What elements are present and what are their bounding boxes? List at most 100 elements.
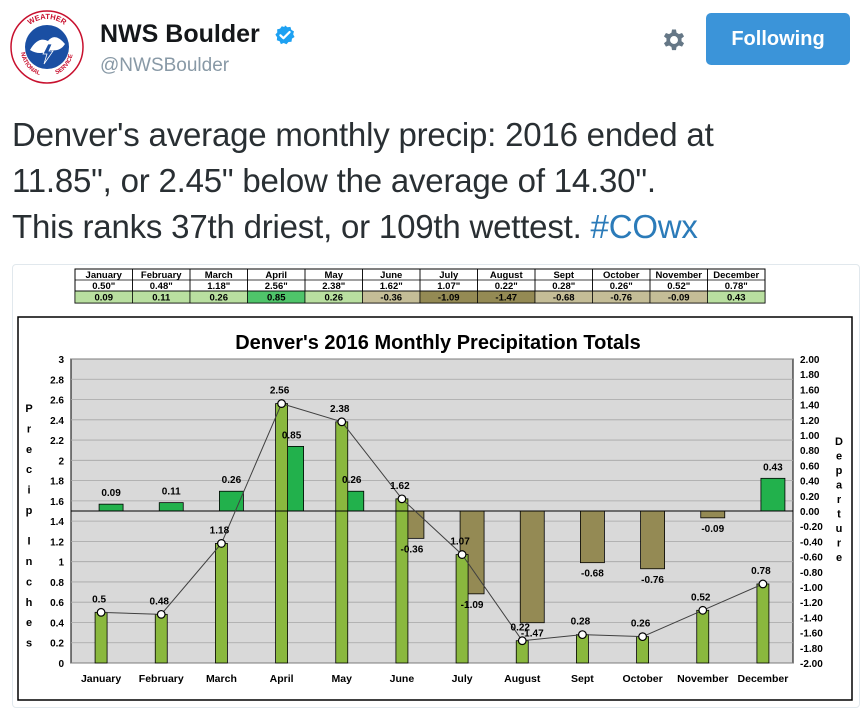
y2-tick-label: 2.00 [800, 355, 820, 366]
table-departure-cell: 0.85 [267, 293, 286, 304]
hashtag-link[interactable]: #COwx [590, 208, 698, 245]
departure-bar [519, 510, 545, 624]
y2-tick-label: -1.80 [800, 644, 823, 655]
account-handle[interactable]: @NWSBoulder [100, 55, 230, 76]
table-precip-cell: 1.18" [207, 281, 230, 292]
departure-data-label: -1.47 [521, 629, 544, 640]
y-tick-label: 2.2 [50, 436, 64, 447]
y2-axis-label-letter: e [836, 451, 842, 463]
precip-point [698, 605, 708, 615]
y2-tick-label: -1.20 [800, 598, 823, 609]
x-tick-label: October [622, 673, 662, 685]
y-tick-label: 2.8 [50, 375, 64, 386]
precip-point [337, 417, 347, 427]
y-axis-label-letter: r [27, 423, 32, 435]
departure-data-label: -0.09 [701, 524, 724, 535]
table-precip-cell: 0.26" [610, 281, 633, 292]
precip-data-label: 0.52 [691, 592, 711, 603]
departure-data-label: 0.11 [162, 487, 181, 498]
nws-logo-avatar[interactable]: WEATHER NATIONAL SERVICE [10, 10, 84, 84]
y2-tick-label: -2.00 [800, 659, 823, 670]
y-tick-label: 0.6 [50, 598, 64, 609]
table-departure-cell: 0.26 [210, 293, 229, 304]
precip-point [277, 399, 286, 408]
y-tick-label: 0 [58, 659, 64, 670]
table-departure-cell: -1.09 [438, 293, 460, 304]
y-axis-label-letter: n [26, 556, 33, 568]
y-axis-label-letter: s [26, 638, 32, 650]
precipitation-chart: January0.50"0.09February0.48"0.11March1.… [17, 268, 853, 701]
y-tick-label: 2.6 [50, 396, 64, 407]
table-departure-cell: 0.09 [95, 293, 114, 304]
precip-bar [154, 613, 168, 664]
x-tick-label: May [332, 673, 353, 685]
y2-tick-label: -0.80 [800, 568, 823, 579]
departure-data-label: -0.68 [581, 569, 604, 580]
y2-axis-label-letter: a [836, 480, 843, 492]
departure-data-label: 0.26 [342, 475, 362, 486]
table-departure-cell: 0.26 [325, 293, 344, 304]
table-departure-cell: 0.11 [152, 293, 171, 304]
y2-tick-label: 1.20 [800, 416, 820, 427]
y2-tick-label: -0.60 [800, 553, 823, 564]
table-header-cell: July [439, 270, 459, 281]
precip-bar [215, 543, 228, 664]
y-tick-label: 2 [58, 456, 64, 467]
departure-bar [580, 510, 605, 564]
table-header-cell: October [603, 270, 640, 281]
y2-tick-label: -1.60 [800, 629, 823, 640]
x-tick-label: Sept [571, 673, 594, 685]
departure-bar [98, 503, 124, 512]
x-tick-label: January [81, 673, 121, 685]
display-name[interactable]: NWS Boulder [100, 20, 260, 48]
table-precip-cell: 0.48" [150, 281, 173, 292]
y-axis-label-letter: h [26, 597, 33, 609]
y-tick-label: 0.8 [50, 578, 64, 589]
table-departure-cell: -0.09 [668, 293, 690, 304]
x-tick-label: November [677, 673, 728, 685]
table-header-cell: February [141, 270, 182, 281]
precip-point [758, 579, 768, 589]
y2-axis-label-letter: p [836, 465, 843, 477]
table-precip-cell: 2.56" [265, 281, 288, 292]
table-header-cell: June [380, 270, 402, 281]
y-tick-label: 1.8 [50, 477, 64, 488]
tweet-image[interactable]: January 0.50" 0.09 February 0.48" 0.11 March 1.… [12, 264, 860, 708]
y2-tick-label: 0.60 [800, 461, 820, 472]
y-tick-label: 2.4 [50, 416, 64, 427]
y2-axis-label-letter: D [835, 436, 843, 448]
y2-tick-label: 0.80 [800, 446, 820, 457]
precip-point [638, 632, 647, 642]
verified-badge-icon [275, 25, 295, 45]
precip-bar [756, 583, 770, 664]
table-precip-cell: 0.22" [495, 281, 518, 292]
departure-data-label: 0.43 [763, 462, 783, 473]
y2-tick-label: 1.80 [800, 370, 820, 381]
tweet-line-2: 11.85", or 2.45" below the average of 14… [12, 162, 656, 199]
precip-point [517, 636, 527, 646]
y-axis-label-letter: p [26, 505, 33, 517]
y-tick-label: 3 [58, 355, 64, 366]
departure-bar [640, 510, 665, 570]
precip-data-label: 2.38 [330, 404, 350, 415]
precip-bar [335, 421, 349, 664]
x-tick-label: August [504, 673, 541, 685]
departure-data-label: -1.09 [461, 600, 484, 611]
table-header-cell: January [86, 270, 123, 281]
x-tick-label: December [738, 673, 789, 685]
precip-data-label: 1.62 [390, 481, 410, 492]
y2-tick-label: -0.20 [800, 522, 823, 533]
table-departure-cell: -0.36 [380, 293, 402, 304]
y-axis-label-letter: e [26, 444, 32, 456]
table-header-cell: August [490, 270, 524, 281]
departure-bar [158, 502, 184, 512]
gear-icon[interactable] [660, 26, 688, 54]
y-axis-label-letter: I [27, 536, 30, 548]
precip-point [96, 607, 106, 617]
chart-title: Denver's 2016 Monthly Precipitation Tota… [235, 332, 641, 354]
table-precip-cell: 1.62" [380, 281, 403, 292]
precip-point [397, 494, 407, 504]
precip-data-label: 0.28 [571, 617, 591, 628]
y2-axis-label-letter: u [836, 523, 843, 535]
following-button[interactable]: Following [706, 13, 850, 65]
